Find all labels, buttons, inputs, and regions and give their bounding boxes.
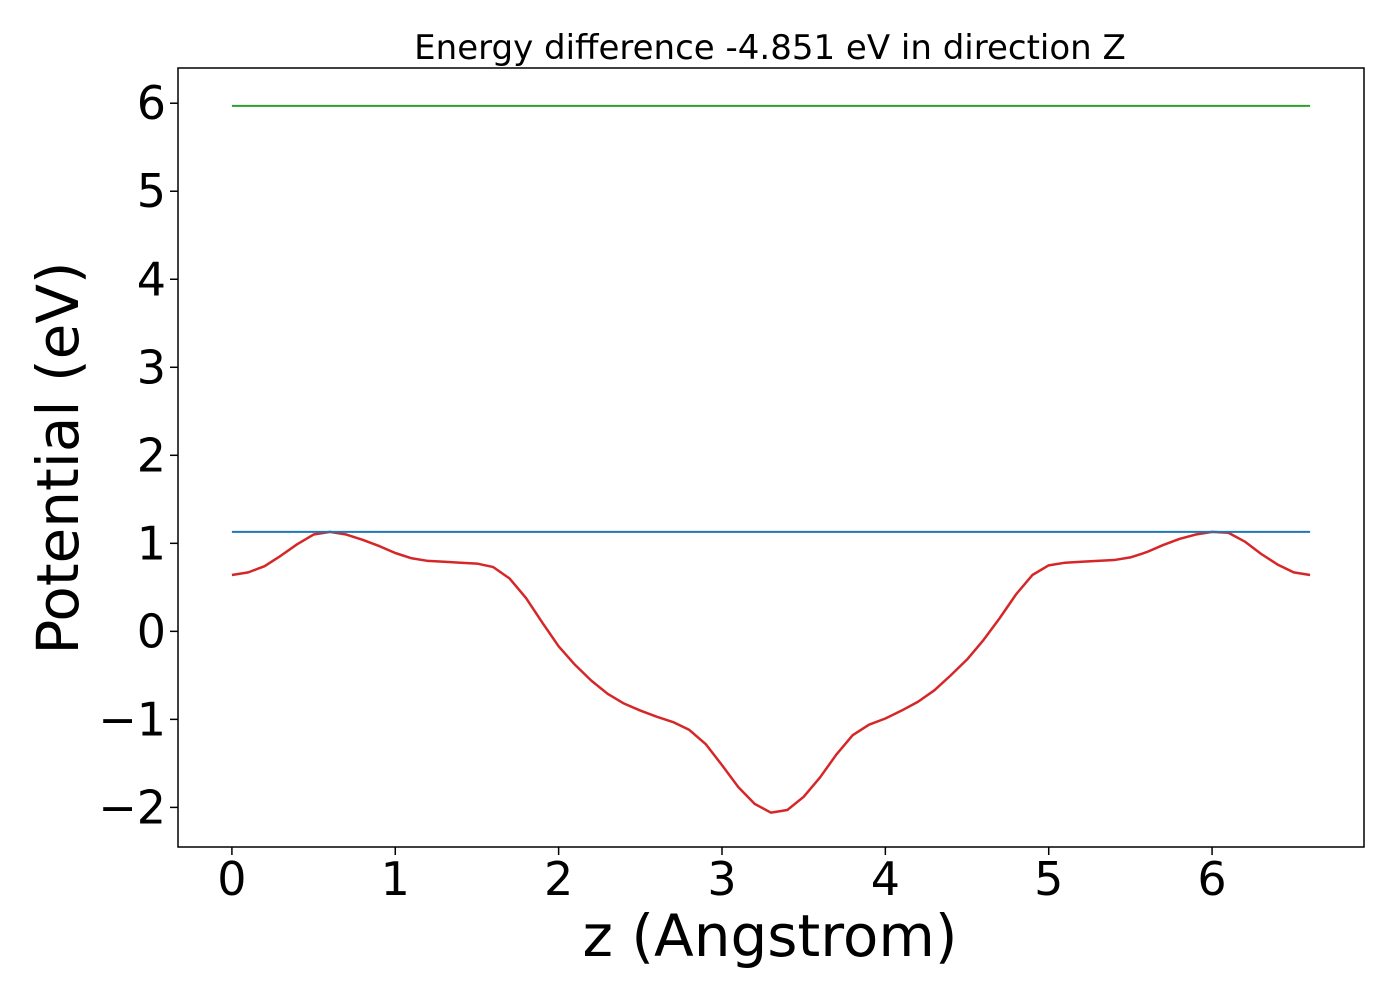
y-tick-label: 3: [137, 340, 166, 394]
y-tick-label: 4: [137, 252, 166, 306]
y-axis-title: Potential (eV): [24, 261, 92, 654]
plot-frame: [177, 67, 1365, 848]
series-layer: [231, 104, 1311, 814]
y-tick-label: 5: [137, 164, 166, 218]
x-tick-label: 4: [871, 852, 900, 906]
series-line-0: [231, 530, 1311, 814]
x-tick-label: 1: [381, 852, 410, 906]
y-tick-label: 6: [137, 76, 166, 130]
y-tick-label: −2: [98, 780, 166, 834]
tick-layer: 0 1 2 3 4 5 6 −2 −1 0 1 2 3 4 5 6: [98, 76, 1227, 906]
x-tick-label: 2: [544, 852, 573, 906]
chart-title: Energy difference -4.851 eV in direction…: [414, 28, 1126, 68]
x-axis-title: z (Angstrom): [583, 902, 958, 970]
y-tick-label: 0: [137, 604, 166, 658]
x-tick-label: 6: [1197, 852, 1226, 906]
y-tick-label: 1: [137, 516, 166, 570]
x-tick-label: 0: [217, 852, 246, 906]
y-tick-label: −1: [98, 692, 166, 746]
y-tick-label: 2: [137, 428, 166, 482]
x-tick-label: 3: [707, 852, 736, 906]
x-tick-label: 5: [1034, 852, 1063, 906]
